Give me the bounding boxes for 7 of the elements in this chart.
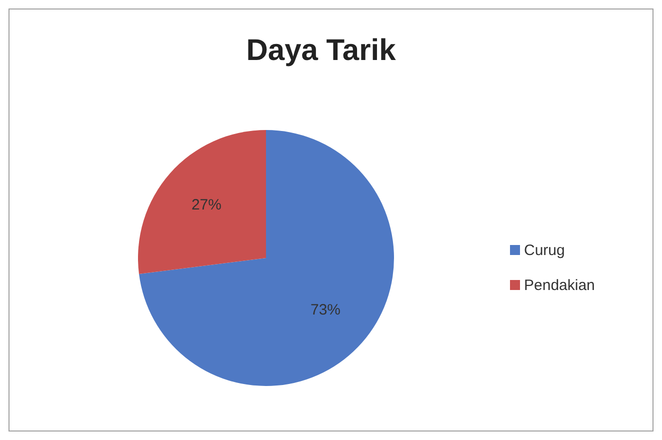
legend-label: Pendakian: [524, 276, 595, 294]
data-label: 27%: [191, 196, 222, 214]
chart-title: Daya Tarik: [246, 34, 396, 67]
pie-slice: [139, 130, 394, 386]
data-label: 73%: [310, 301, 341, 318]
pie-slice: [138, 130, 266, 274]
legend-label: Curug: [524, 242, 565, 259]
